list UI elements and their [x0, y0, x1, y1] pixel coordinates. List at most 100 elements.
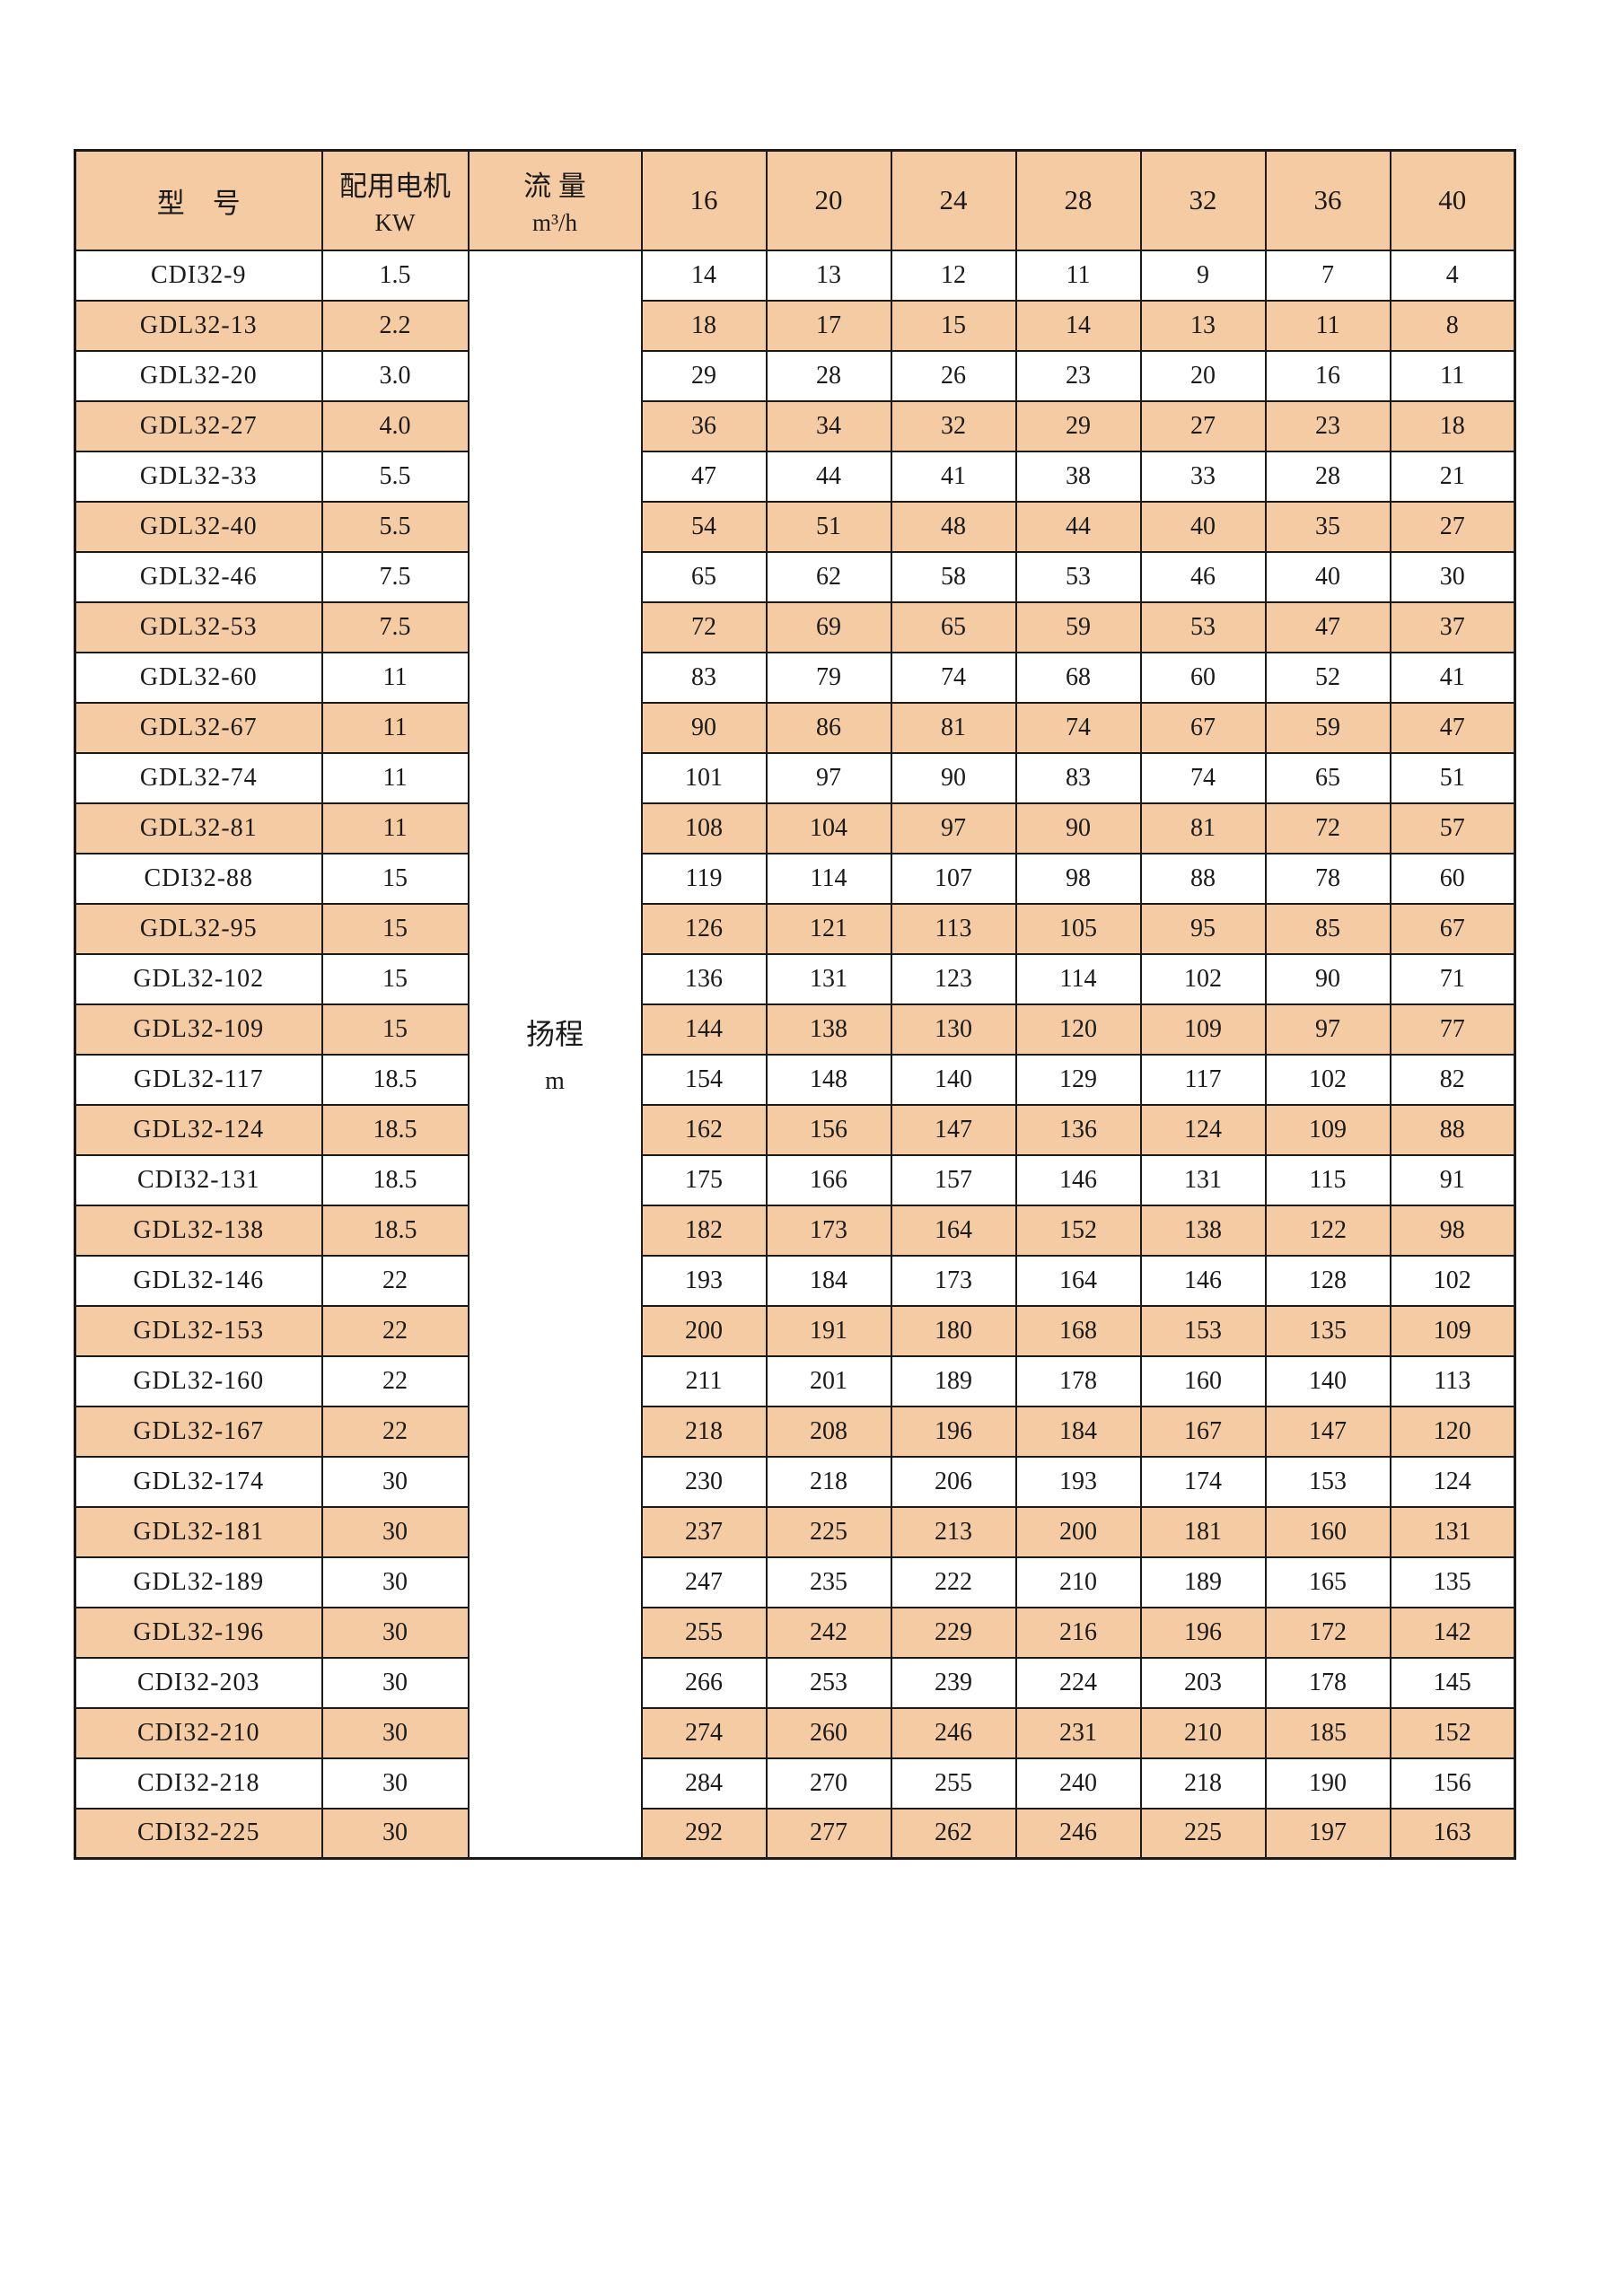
table-row: GDL32-46 7.5 65 62 58 53 46 40 30 — [74, 550, 1516, 603]
head-value-cell: 29 — [1014, 399, 1142, 452]
head-value-cell: 72 — [640, 600, 768, 653]
header-flow-40: 40 — [1389, 149, 1516, 251]
head-value-cell: 20 — [1139, 349, 1267, 402]
head-value-cell: 29 — [640, 349, 768, 402]
head-value-cell: 200 — [640, 1304, 768, 1357]
model-cell: GDL32-181 — [74, 1505, 323, 1558]
head-value-cell: 154 — [640, 1053, 768, 1106]
head-value-cell: 140 — [890, 1053, 1017, 1106]
head-value-cell: 126 — [640, 902, 768, 955]
head-value-cell: 193 — [640, 1254, 768, 1307]
head-value-cell: 18 — [640, 299, 768, 352]
kw-cell: 11 — [320, 651, 470, 704]
head-value-cell: 9 — [1139, 249, 1267, 302]
head-value-cell: 78 — [1264, 852, 1391, 905]
head-value-cell: 41 — [890, 450, 1017, 503]
head-value-cell: 90 — [1264, 952, 1391, 1005]
head-value-cell: 97 — [890, 802, 1017, 854]
kw-cell: 15 — [320, 902, 470, 955]
kw-cell: 30 — [320, 1505, 470, 1558]
head-value-cell: 53 — [1014, 550, 1142, 603]
model-cell: GDL32-67 — [74, 701, 323, 754]
head-value-cell: 65 — [1264, 751, 1391, 804]
head-value-cell: 35 — [1264, 500, 1391, 553]
head-value-cell: 21 — [1389, 450, 1516, 503]
table-row: GDL32-74 11 101 97 90 83 74 65 51 — [74, 751, 1516, 804]
head-value-cell: 240 — [1014, 1757, 1142, 1810]
head-value-cell: 59 — [1264, 701, 1391, 754]
head-value-cell: 65 — [890, 600, 1017, 653]
head-value-cell: 246 — [890, 1706, 1017, 1759]
head-value-cell: 109 — [1389, 1304, 1516, 1357]
head-value-cell: 135 — [1389, 1555, 1516, 1608]
head-value-cell: 68 — [1014, 651, 1142, 704]
table-row: GDL32-13 2.2 18 17 15 14 13 11 8 — [74, 299, 1516, 352]
head-value-cell: 266 — [640, 1656, 768, 1709]
header-flow-label: 流 量 — [523, 171, 586, 203]
head-value-cell: 90 — [890, 751, 1017, 804]
head-value-cell: 153 — [1139, 1304, 1267, 1357]
head-value-cell: 148 — [765, 1053, 892, 1106]
head-value-cell: 74 — [1139, 751, 1267, 804]
model-cell: GDL32-46 — [74, 550, 323, 603]
kw-cell: 30 — [320, 1656, 470, 1709]
head-value-cell: 46 — [1139, 550, 1267, 603]
kw-cell: 11 — [320, 802, 470, 854]
head-value-cell: 83 — [640, 651, 768, 704]
head-value-cell: 218 — [765, 1455, 892, 1508]
kw-cell: 15 — [320, 952, 470, 1005]
head-value-cell: 117 — [1139, 1053, 1267, 1106]
head-value-cell: 81 — [890, 701, 1017, 754]
head-value-cell: 253 — [765, 1656, 892, 1709]
model-cell: GDL32-138 — [74, 1204, 323, 1257]
head-value-cell: 88 — [1389, 1103, 1516, 1156]
head-value-cell: 28 — [765, 349, 892, 402]
head-value-cell: 203 — [1139, 1656, 1267, 1709]
head-value-cell: 157 — [890, 1153, 1017, 1206]
head-unit-merged-cell: 扬程 m — [467, 249, 643, 1860]
head-value-cell: 216 — [1014, 1606, 1142, 1659]
head-value-cell: 16 — [1264, 349, 1391, 402]
head-value-cell: 47 — [1389, 701, 1516, 754]
header-motor-label: 配用电机 — [339, 171, 451, 203]
head-value-cell: 28 — [1264, 450, 1391, 503]
head-value-cell: 255 — [890, 1757, 1017, 1810]
model-cell: GDL32-33 — [74, 450, 323, 503]
head-value-cell: 102 — [1139, 952, 1267, 1005]
head-value-cell: 60 — [1139, 651, 1267, 704]
model-cell: GDL32-174 — [74, 1455, 323, 1508]
head-value-cell: 67 — [1389, 902, 1516, 955]
kw-cell: 7.5 — [320, 550, 470, 603]
head-unit: m — [545, 1067, 565, 1096]
kw-cell: 30 — [320, 1706, 470, 1759]
table-row: GDL32-160 22 211 201 189 178 160 140 113 — [74, 1354, 1516, 1407]
head-value-cell: 131 — [765, 952, 892, 1005]
header-motor-unit: KW — [374, 209, 416, 237]
head-value-cell: 65 — [640, 550, 768, 603]
model-cell: CDI32-210 — [74, 1706, 323, 1759]
table-body: CDI32-9 1.5 扬程 m 14 13 12 11 9 7 4 GDL32-13 2.2 18 17 1… — [74, 249, 1516, 1860]
model-cell: GDL32-60 — [74, 651, 323, 704]
head-value-cell: 15 — [890, 299, 1017, 352]
head-value-cell: 27 — [1139, 399, 1267, 452]
head-value-cell: 40 — [1139, 500, 1267, 553]
head-value-cell: 140 — [1264, 1354, 1391, 1407]
head-value-cell: 98 — [1014, 852, 1142, 905]
header-flow-36: 36 — [1264, 149, 1391, 251]
head-value-cell: 77 — [1389, 1003, 1516, 1056]
head-value-cell: 23 — [1264, 399, 1391, 452]
head-value-cell: 58 — [890, 550, 1017, 603]
head-value-cell: 57 — [1389, 802, 1516, 854]
model-cell: GDL32-160 — [74, 1354, 323, 1407]
head-value-cell: 167 — [1139, 1405, 1267, 1458]
header-flow-24: 24 — [890, 149, 1017, 251]
head-value-cell: 74 — [890, 651, 1017, 704]
head-value-cell: 98 — [1389, 1204, 1516, 1257]
table-row: GDL32-109 15 144 138 130 120 109 97 77 — [74, 1003, 1516, 1056]
kw-cell: 30 — [320, 1606, 470, 1659]
head-value-cell: 90 — [640, 701, 768, 754]
table-row: GDL32-138 18.5 182 173 164 152 138 122 98 — [74, 1204, 1516, 1257]
model-cell: GDL32-74 — [74, 751, 323, 804]
head-value-cell: 193 — [1014, 1455, 1142, 1508]
head-value-cell: 225 — [1139, 1807, 1267, 1860]
